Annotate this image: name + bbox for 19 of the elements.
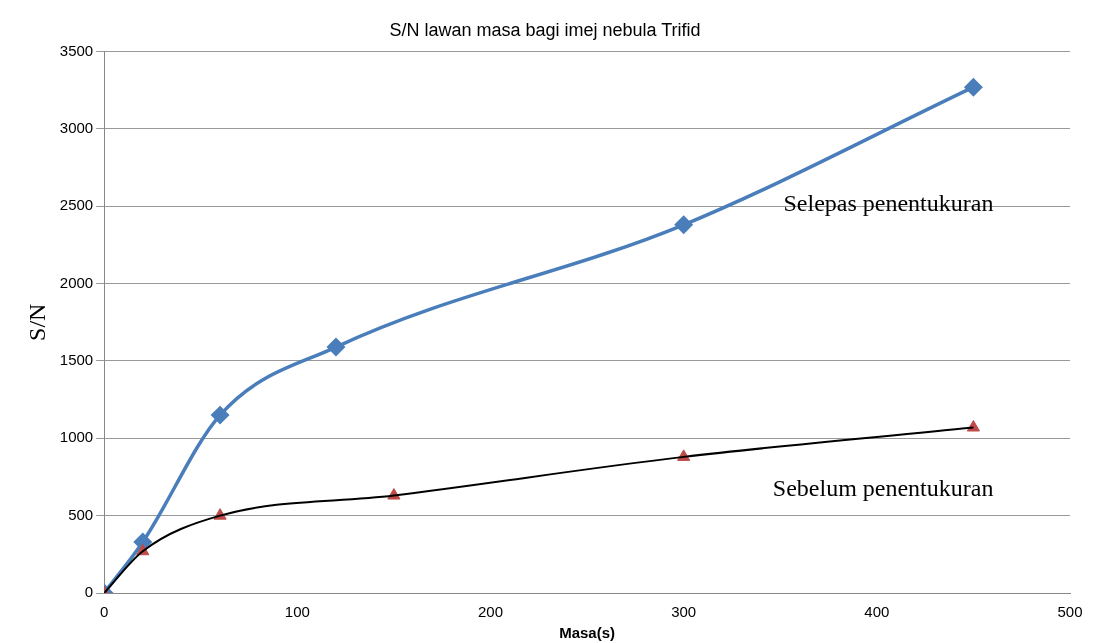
y-axis-title: S/N [23, 303, 50, 341]
y-tick-label: 500 [68, 505, 94, 523]
x-tick-label: 200 [477, 603, 504, 621]
series-label: Selepas penentukuran [783, 190, 994, 217]
y-tick-label: 2500 [59, 196, 94, 214]
x-tick-label: 300 [671, 603, 697, 621]
series-label: Sebelum penentukuran [772, 474, 994, 501]
chart-title: S/N lawan masa bagi imej nebula Trifid [389, 19, 701, 40]
y-tick-label: 0 [84, 583, 94, 601]
y-tick-label: 3000 [59, 119, 94, 137]
x-tick-label: 500 [1057, 603, 1083, 621]
x-tick-label: 100 [284, 603, 310, 621]
x-axis-title: Masa(s) [559, 624, 616, 642]
y-tick-label: 1500 [59, 351, 94, 369]
x-tick-label: 400 [864, 603, 890, 621]
y-tick-label: 3500 [59, 41, 94, 59]
y-tick-label: 2000 [59, 273, 94, 291]
x-tick-label: 0 [100, 603, 109, 621]
y-tick-label: 1000 [59, 428, 94, 446]
